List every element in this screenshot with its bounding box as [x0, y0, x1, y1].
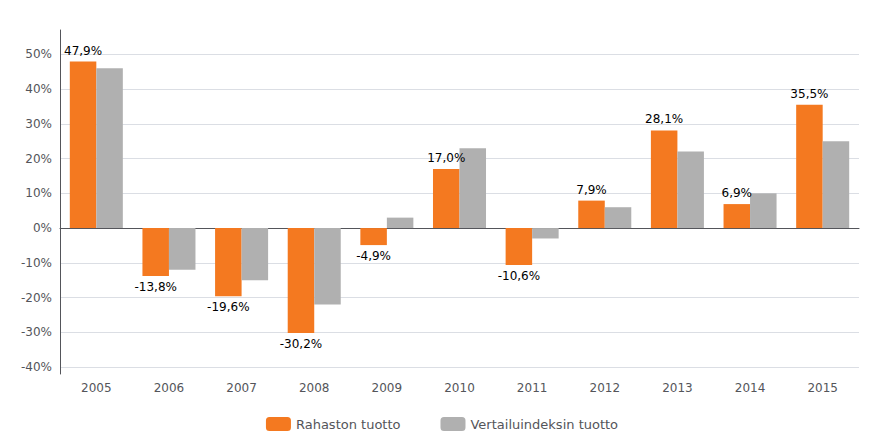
svg-text:-19,6%: -19,6% — [207, 300, 249, 314]
svg-text:-13,8%: -13,8% — [134, 280, 176, 294]
svg-text:2014: 2014 — [735, 381, 766, 395]
svg-text:30%: 30% — [25, 117, 52, 131]
svg-text:-4,9%: -4,9% — [356, 249, 391, 263]
svg-text:2008: 2008 — [299, 381, 330, 395]
svg-text:2013: 2013 — [662, 381, 693, 395]
svg-text:Vertailuindeksin tuotto: Vertailuindeksin tuotto — [470, 417, 618, 432]
svg-text:40%: 40% — [25, 82, 52, 96]
svg-text:35,5%: 35,5% — [790, 87, 828, 101]
svg-text:2007: 2007 — [226, 381, 257, 395]
svg-text:47,9%: 47,9% — [64, 44, 102, 58]
svg-text:-20%: -20% — [21, 291, 52, 305]
svg-text:2015: 2015 — [807, 381, 838, 395]
svg-text:-40%: -40% — [21, 360, 52, 374]
svg-text:-30,2%: -30,2% — [280, 337, 322, 351]
svg-text:20%: 20% — [25, 152, 52, 166]
svg-text:2011: 2011 — [517, 381, 548, 395]
svg-text:7,9%: 7,9% — [576, 183, 607, 197]
svg-text:28,1%: 28,1% — [645, 112, 683, 126]
svg-text:-10%: -10% — [21, 256, 52, 270]
svg-text:2005: 2005 — [81, 381, 112, 395]
svg-text:0%: 0% — [33, 221, 52, 235]
svg-text:Rahaston tuotto: Rahaston tuotto — [296, 417, 401, 432]
svg-text:6,9%: 6,9% — [722, 186, 753, 200]
svg-text:50%: 50% — [25, 47, 52, 61]
svg-text:2006: 2006 — [154, 381, 185, 395]
svg-text:-30%: -30% — [21, 325, 52, 339]
svg-text:-10,6%: -10,6% — [498, 269, 540, 283]
svg-text:2009: 2009 — [372, 381, 403, 395]
svg-text:2010: 2010 — [444, 381, 475, 395]
svg-text:10%: 10% — [25, 186, 52, 200]
svg-text:17,0%: 17,0% — [427, 151, 465, 165]
svg-text:2012: 2012 — [589, 381, 620, 395]
